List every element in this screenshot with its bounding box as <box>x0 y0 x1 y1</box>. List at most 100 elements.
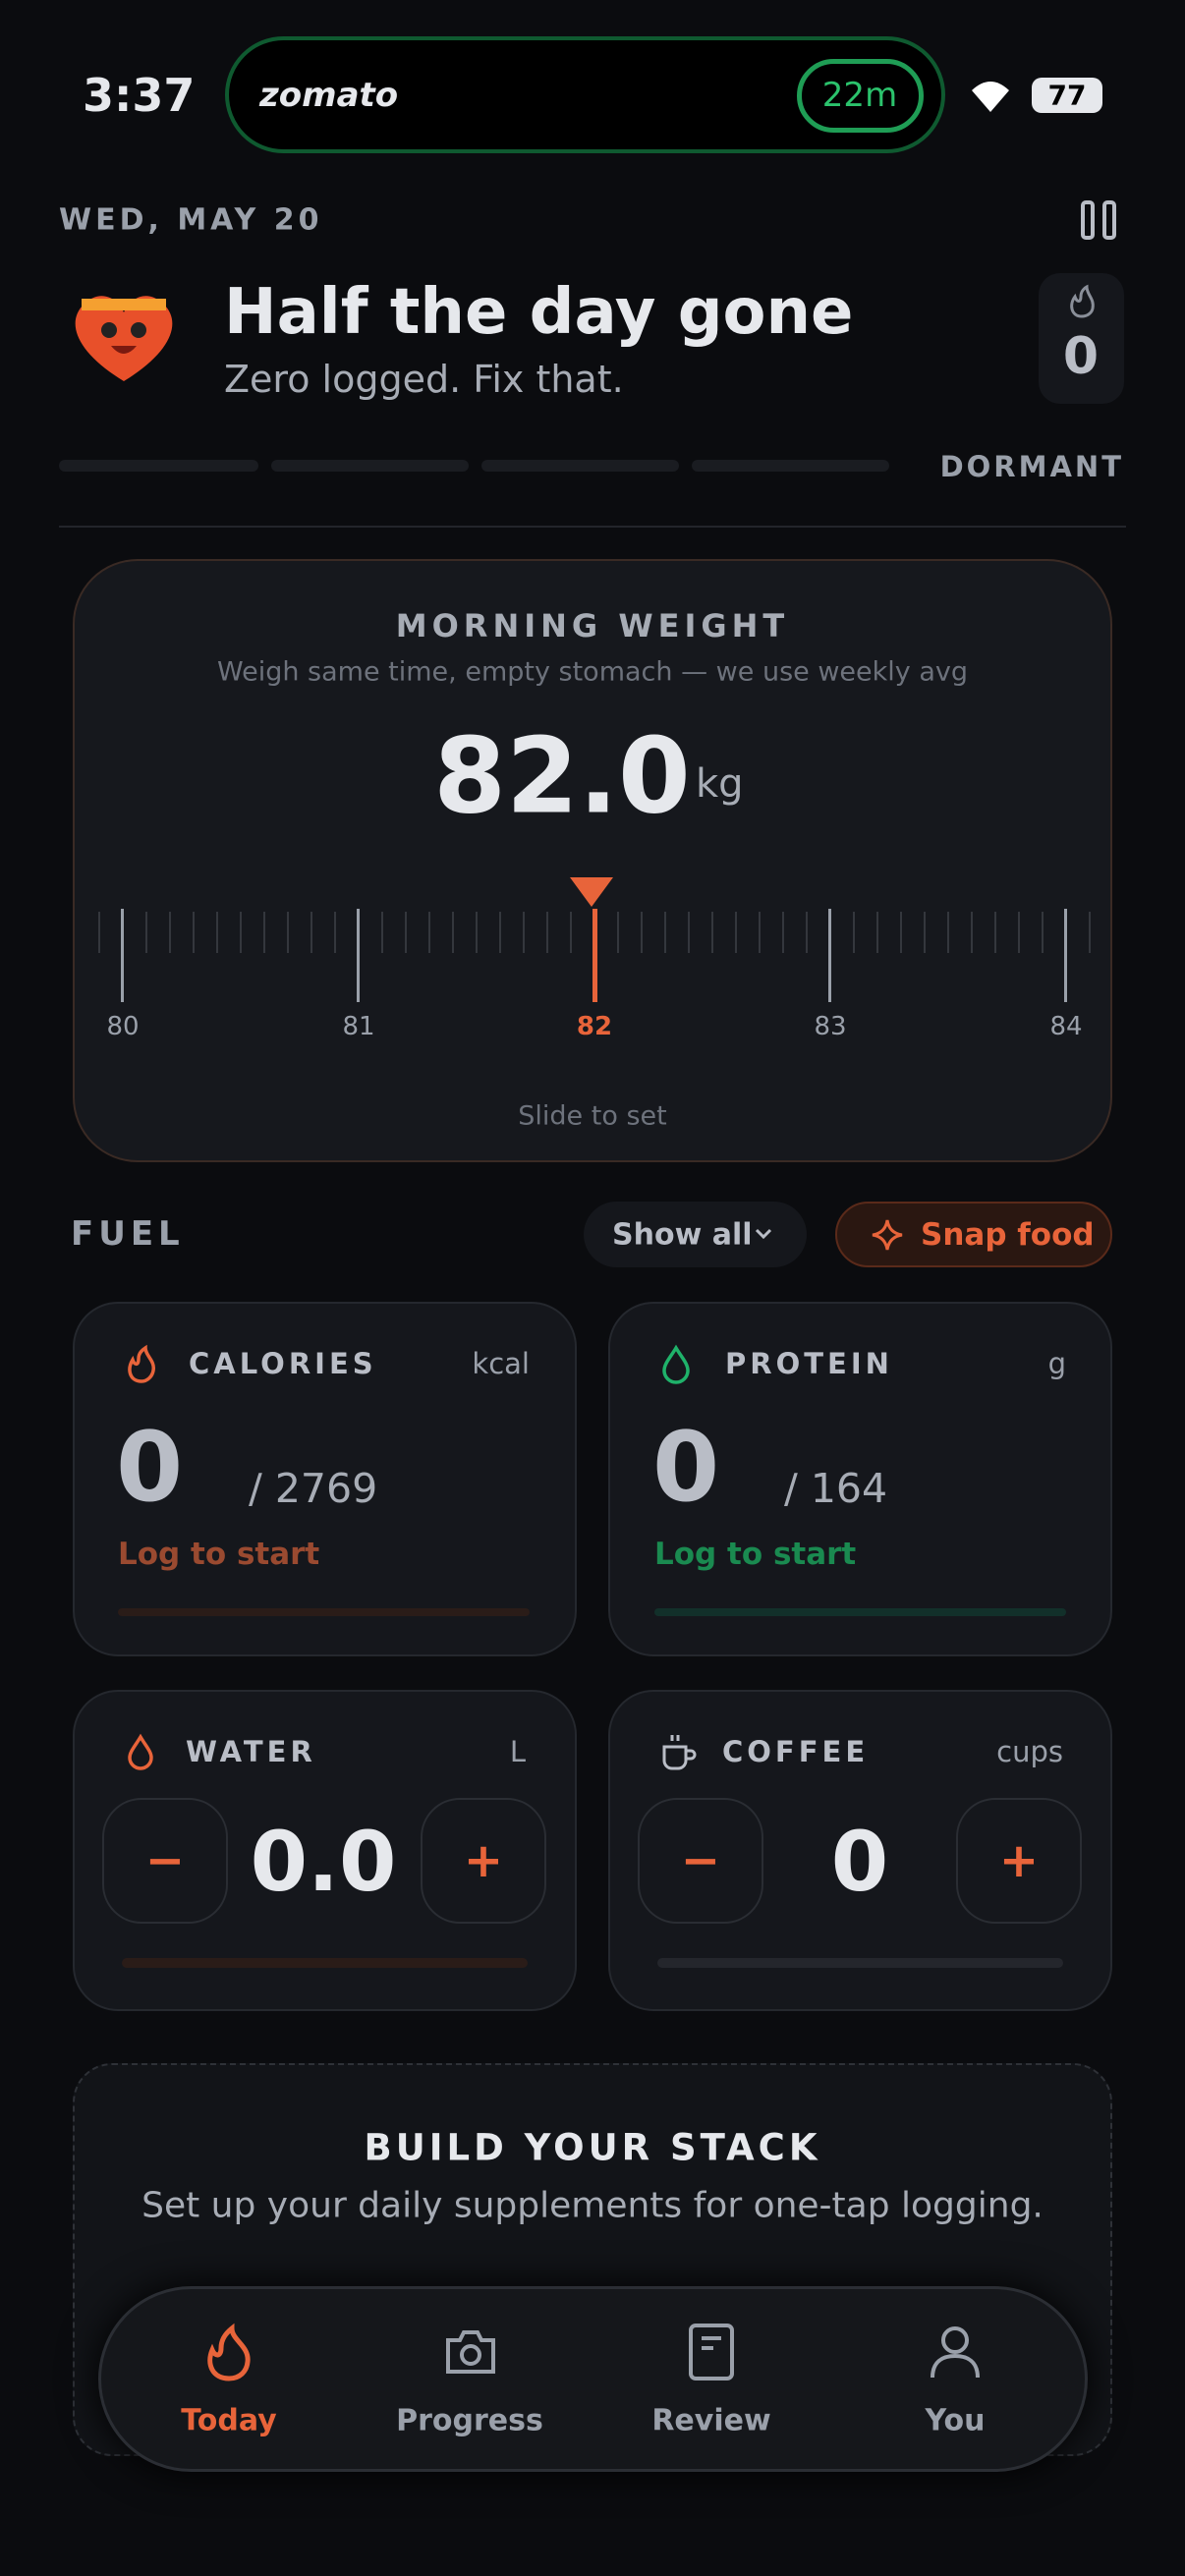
minor-tick <box>924 912 926 953</box>
card-label: CALORIES <box>189 1347 377 1380</box>
tab-label[interactable]: You <box>925 2403 986 2438</box>
minor-tick <box>499 912 501 953</box>
minor-tick <box>405 912 407 953</box>
tab-icon[interactable] <box>688 2323 735 2381</box>
minor-tick <box>617 912 619 953</box>
day-progress-segment <box>271 460 469 472</box>
protein-card[interactable] <box>608 1302 1112 1656</box>
minor-tick <box>452 912 454 953</box>
stack-subtitle: Set up your daily supplements for one-ta… <box>141 2185 1044 2226</box>
drop-icon <box>128 1733 153 1770</box>
battery-level: 77 <box>1047 79 1087 112</box>
scale-label: 80 <box>106 1012 140 1041</box>
card-unit: L <box>509 1735 526 1768</box>
minor-tick <box>900 912 902 953</box>
minor-tick <box>240 912 242 953</box>
card-value: 0.0 <box>250 1814 397 1910</box>
minor-tick <box>98 912 100 953</box>
card-label: COFFEE <box>722 1735 870 1768</box>
sparkle-icon <box>872 1219 903 1251</box>
minor-tick <box>476 912 478 953</box>
tab-bar <box>98 2286 1088 2472</box>
minor-tick <box>263 912 265 953</box>
progress-track <box>654 1608 1066 1616</box>
major-tick <box>592 909 597 1002</box>
water-card <box>73 1690 577 2011</box>
card-status: Log to start <box>118 1537 320 1572</box>
tab-icon[interactable] <box>202 2323 255 2381</box>
major-tick <box>121 909 124 1002</box>
minor-tick <box>169 912 171 953</box>
calories-card[interactable] <box>73 1302 577 1656</box>
weight-unit: kg <box>696 761 744 807</box>
major-tick <box>1064 909 1067 1002</box>
minor-tick <box>947 912 949 953</box>
weight-card <box>73 559 1112 1162</box>
increment-button[interactable]: + <box>956 1798 1082 1924</box>
battery <box>1032 78 1102 113</box>
weight-hint: Weigh same time, empty stomach — we use … <box>217 656 968 688</box>
scale-label: 82 <box>576 1012 613 1041</box>
weight-value: 82.0 <box>433 715 691 837</box>
snap-food-button[interactable] <box>835 1202 1112 1267</box>
major-tick <box>828 909 831 1002</box>
day-progress-segment <box>59 460 258 472</box>
date: WED, MAY 20 <box>59 202 323 238</box>
scale-label: 83 <box>814 1012 847 1041</box>
tab-icon[interactable] <box>929 2324 982 2380</box>
cup-icon <box>662 1735 697 1770</box>
flame-icon <box>128 1344 155 1383</box>
minor-tick <box>145 912 147 953</box>
tab-icon[interactable] <box>444 2328 497 2376</box>
minor-tick <box>1018 912 1020 953</box>
drop-icon <box>662 1344 690 1384</box>
decrement-button[interactable]: − <box>102 1798 228 1924</box>
minor-tick <box>735 912 737 953</box>
minor-tick <box>664 912 666 953</box>
minor-tick <box>1089 912 1091 953</box>
coffee-card <box>608 1690 1112 2011</box>
card-target: / 2769 <box>249 1465 378 1512</box>
minor-tick <box>428 912 430 953</box>
tab-label[interactable]: Progress <box>396 2403 543 2438</box>
minor-tick <box>711 912 713 953</box>
minor-tick <box>853 912 855 953</box>
card-target: / 164 <box>784 1465 888 1512</box>
mascot <box>75 296 173 381</box>
day-progress-segment <box>481 460 679 472</box>
minor-tick <box>287 912 289 953</box>
progress-track <box>657 1958 1063 1968</box>
minor-tick <box>641 912 643 953</box>
subheadline: Zero logged. Fix that. <box>224 358 624 401</box>
minor-tick <box>806 912 808 953</box>
minor-tick <box>782 912 784 953</box>
card-status: Log to start <box>654 1537 857 1572</box>
minor-tick <box>971 912 973 953</box>
streak-count: 0 <box>1062 327 1100 386</box>
card-value: 0 <box>652 1412 720 1524</box>
divider <box>59 526 1126 528</box>
slide-hint: Slide to set <box>518 1100 667 1132</box>
minor-tick <box>570 912 572 953</box>
decrement-button[interactable]: − <box>638 1798 763 1924</box>
progress-track <box>122 1958 528 1968</box>
minor-tick <box>994 912 996 953</box>
filter-label: Show all <box>612 1217 753 1253</box>
wifi-icon <box>972 82 1009 112</box>
tab-label[interactable]: Review <box>651 2403 771 2438</box>
weight-title: MORNING WEIGHT <box>395 607 790 644</box>
major-tick <box>357 909 360 1002</box>
minor-tick <box>193 912 195 953</box>
minor-tick <box>523 912 525 953</box>
filter-button[interactable] <box>584 1202 807 1267</box>
increment-button[interactable]: + <box>421 1798 546 1924</box>
card-unit: kcal <box>472 1347 530 1380</box>
tab-label[interactable]: Today <box>181 2403 277 2438</box>
status: DORMANT <box>939 450 1124 483</box>
card-unit: cups <box>996 1735 1063 1768</box>
headline: Half the day gone <box>224 276 854 349</box>
weight-pointer <box>570 877 613 907</box>
pause-button[interactable] <box>1081 200 1116 240</box>
card-value: 0 <box>116 1412 184 1524</box>
minor-tick <box>334 912 336 953</box>
